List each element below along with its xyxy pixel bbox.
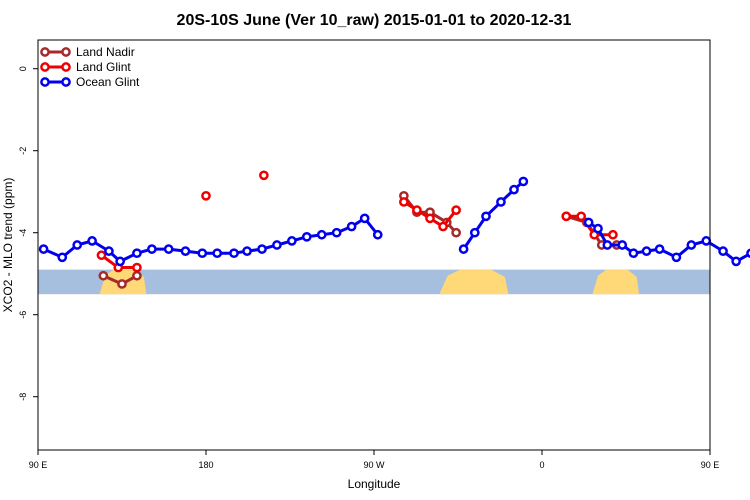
data-point-ocean-glint [301,231,312,242]
data-point-land-glint [576,211,587,222]
data-point-ocean-glint [163,244,174,254]
data-point-ocean-glint [57,252,68,263]
legend-marker-land-glint [61,62,71,72]
map-strip [38,269,710,295]
data-point-land-glint [608,229,618,240]
data-point-ocean-glint [115,256,125,267]
data-point-ocean-glint [481,211,491,222]
x-tick-label: 90 E [701,460,720,470]
data-point-ocean-glint [316,229,327,240]
data-point-ocean-glint [701,236,712,246]
map-land [439,269,509,295]
data-point-ocean-glint [496,197,506,207]
data-point-ocean-glint [686,240,697,250]
data-point-ocean-glint [469,227,480,238]
y-tick-label: -8 [18,393,28,401]
data-point-ocean-glint [104,246,114,256]
legend-marker-land-nadir [61,47,71,57]
y-tick-label: -6 [18,311,28,319]
series-ocean-glint [38,176,750,267]
data-point-ocean-glint [593,223,603,234]
data-point-land-nadir [117,279,127,289]
data-point-ocean-glint [731,256,741,267]
data-point-ocean-glint [287,236,297,246]
data-point-land-glint [412,205,422,215]
series-land-glint [96,170,618,273]
data-point-land-glint [259,170,269,181]
data-point-land-glint [438,221,448,232]
data-point-ocean-glint [257,244,267,254]
data-point-ocean-glint [641,246,652,256]
data-point-ocean-glint [458,244,469,254]
x-tick-label: 90 E [29,460,48,470]
data-point-land-nadir [98,270,109,281]
data-point-ocean-glint [602,240,613,250]
data-point-ocean-glint [746,248,750,258]
data-point-ocean-glint [718,246,728,256]
data-point-ocean-glint [617,240,628,250]
data-point-ocean-glint [331,227,342,238]
data-point-ocean-glint [346,221,357,232]
data-point-ocean-glint [359,213,370,224]
legend-label-land-nadir: Land Nadir [76,45,135,59]
data-point-ocean-glint [229,248,239,259]
y-tick-label: -4 [18,229,28,237]
x-axis: 90 E 180 90 W 0 90 E [29,450,720,470]
y-tick-label: -2 [18,147,28,155]
data-point-ocean-glint [212,248,223,259]
series-layer [38,170,750,289]
y-axis-label: XCO2 - MLO trend (ppm) [1,178,15,313]
data-point-ocean-glint [72,240,83,250]
data-point-land-glint [425,213,435,224]
legend-marker-land-nadir [40,47,50,57]
legend-marker-ocean-glint [61,77,71,87]
data-point-ocean-glint [583,217,594,228]
data-point-ocean-glint [87,236,97,246]
data-point-ocean-glint [132,248,142,259]
data-point-land-glint [399,197,409,207]
data-point-ocean-glint [671,252,682,263]
y-axis: 0 -2 -4 -6 -8 [18,66,38,401]
legend-marker-land-glint [40,62,50,72]
x-tick-label: 0 [539,460,544,470]
data-point-land-glint [561,211,572,222]
data-point-land-glint [96,250,107,261]
data-point-ocean-glint [509,184,519,195]
data-point-land-nadir [451,227,461,238]
data-point-land-glint [451,205,461,215]
map-land [592,269,640,295]
data-point-land-glint [132,262,142,273]
x-tick-label: 90 W [363,460,385,470]
data-point-land-glint [201,190,211,201]
data-point-ocean-glint [197,248,208,259]
data-point-ocean-glint [654,244,665,254]
data-point-ocean-glint [180,246,191,256]
data-point-ocean-glint [518,176,529,187]
legend-label-ocean-glint: Ocean Glint [76,75,140,89]
data-point-land-nadir [132,270,142,281]
data-point-ocean-glint [242,246,252,256]
chart-title: 20S-10S June (Ver 10_raw) 2015-01-01 to … [177,12,572,29]
x-tick-label: 180 [198,460,213,470]
y-tick-label: 0 [18,66,28,71]
data-point-ocean-glint [272,240,282,250]
data-point-ocean-glint [38,244,49,254]
data-point-ocean-glint [628,248,639,259]
legend-label-land-glint: Land Glint [76,60,131,74]
data-point-ocean-glint [372,229,383,240]
legend-marker-ocean-glint [40,77,50,87]
data-point-ocean-glint [147,244,157,254]
x-axis-label: Longitude [348,477,401,491]
